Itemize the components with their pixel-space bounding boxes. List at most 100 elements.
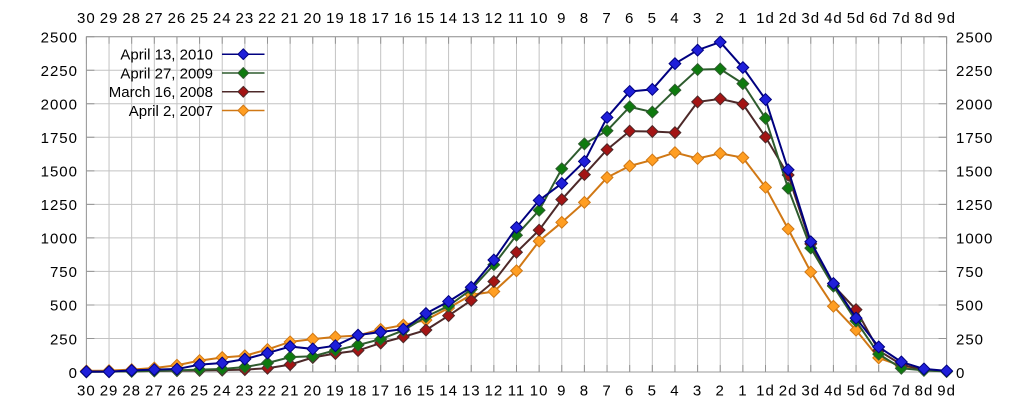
svg-text:8: 8	[580, 10, 589, 27]
svg-text:14: 14	[439, 383, 458, 400]
svg-text:3: 3	[693, 10, 702, 27]
svg-text:29: 29	[100, 10, 119, 27]
svg-text:22: 22	[258, 10, 277, 27]
svg-text:750: 750	[956, 264, 984, 281]
svg-text:18: 18	[349, 383, 368, 400]
svg-text:4: 4	[670, 383, 679, 400]
svg-text:5: 5	[648, 383, 657, 400]
svg-text:9: 9	[557, 383, 566, 400]
svg-text:9d: 9d	[937, 10, 956, 27]
svg-text:2250: 2250	[956, 63, 993, 80]
svg-text:1000: 1000	[956, 231, 993, 248]
svg-text:17: 17	[371, 383, 390, 400]
svg-text:14: 14	[439, 10, 458, 27]
svg-text:3: 3	[693, 383, 702, 400]
svg-text:10: 10	[530, 10, 549, 27]
svg-text:500: 500	[956, 298, 984, 315]
svg-text:19: 19	[326, 10, 345, 27]
svg-text:9: 9	[557, 10, 566, 27]
svg-text:29: 29	[100, 383, 119, 400]
svg-text:2000: 2000	[956, 97, 993, 114]
svg-text:16: 16	[394, 383, 413, 400]
svg-text:3d: 3d	[801, 10, 820, 27]
svg-text:28: 28	[122, 383, 141, 400]
svg-text:7d: 7d	[892, 10, 911, 27]
svg-text:4d: 4d	[824, 383, 843, 400]
svg-text:250: 250	[50, 331, 78, 348]
svg-text:2d: 2d	[779, 10, 798, 27]
svg-text:15: 15	[417, 10, 436, 27]
svg-text:11: 11	[508, 10, 526, 27]
svg-text:2250: 2250	[41, 63, 78, 80]
svg-text:7d: 7d	[892, 383, 911, 400]
svg-text:2: 2	[716, 383, 725, 400]
svg-text:8d: 8d	[915, 383, 934, 400]
svg-text:March 16, 2008: March 16, 2008	[109, 84, 213, 101]
svg-text:1: 1	[738, 383, 747, 400]
svg-text:12: 12	[485, 10, 504, 27]
svg-text:500: 500	[50, 298, 78, 315]
svg-text:2d: 2d	[779, 383, 798, 400]
svg-text:23: 23	[236, 10, 255, 27]
svg-text:1500: 1500	[41, 164, 78, 181]
svg-text:15: 15	[417, 383, 436, 400]
svg-text:13: 13	[462, 383, 481, 400]
svg-text:27: 27	[145, 10, 164, 27]
svg-text:12: 12	[485, 383, 504, 400]
svg-text:5: 5	[648, 10, 657, 27]
svg-text:17: 17	[371, 10, 390, 27]
svg-text:1500: 1500	[956, 164, 993, 181]
svg-text:1750: 1750	[956, 130, 993, 147]
svg-text:5d: 5d	[847, 383, 866, 400]
svg-text:4d: 4d	[824, 10, 843, 27]
svg-text:19: 19	[326, 383, 345, 400]
svg-text:April 27, 2009: April 27, 2009	[120, 65, 213, 82]
svg-text:16: 16	[394, 10, 413, 27]
svg-text:April 2, 2007: April 2, 2007	[129, 103, 213, 120]
svg-text:10: 10	[530, 383, 549, 400]
svg-text:2500: 2500	[41, 30, 78, 47]
svg-text:20: 20	[303, 383, 322, 400]
svg-text:30: 30	[77, 10, 96, 27]
svg-text:1: 1	[738, 10, 747, 27]
svg-text:3d: 3d	[801, 383, 820, 400]
svg-text:6: 6	[625, 10, 634, 27]
svg-text:1d: 1d	[756, 383, 775, 400]
svg-text:6d: 6d	[869, 10, 888, 27]
svg-text:8: 8	[580, 383, 589, 400]
svg-text:18: 18	[349, 10, 368, 27]
svg-text:0: 0	[69, 365, 78, 382]
svg-text:25: 25	[190, 10, 209, 27]
svg-text:6d: 6d	[869, 383, 888, 400]
svg-text:6: 6	[625, 383, 634, 400]
svg-text:2000: 2000	[41, 97, 78, 114]
svg-text:24: 24	[213, 10, 232, 27]
svg-text:30: 30	[77, 383, 96, 400]
svg-text:5d: 5d	[847, 10, 866, 27]
svg-text:2: 2	[716, 10, 725, 27]
svg-text:1250: 1250	[41, 197, 78, 214]
svg-text:750: 750	[50, 264, 78, 281]
svg-text:April 13, 2010: April 13, 2010	[120, 47, 213, 64]
svg-text:1250: 1250	[956, 197, 993, 214]
svg-text:25: 25	[190, 383, 209, 400]
svg-text:27: 27	[145, 383, 164, 400]
svg-text:23: 23	[236, 383, 255, 400]
svg-text:1750: 1750	[41, 130, 78, 147]
svg-text:250: 250	[956, 331, 984, 348]
svg-text:7: 7	[602, 10, 611, 27]
svg-text:21: 21	[281, 383, 300, 400]
svg-text:28: 28	[122, 10, 141, 27]
svg-text:7: 7	[602, 383, 611, 400]
svg-text:20: 20	[303, 10, 322, 27]
svg-text:21: 21	[281, 10, 300, 27]
svg-text:4: 4	[670, 10, 679, 27]
svg-text:8d: 8d	[915, 10, 934, 27]
svg-text:13: 13	[462, 10, 481, 27]
svg-text:9d: 9d	[937, 383, 956, 400]
svg-text:26: 26	[168, 383, 187, 400]
svg-text:26: 26	[168, 10, 187, 27]
svg-text:24: 24	[213, 383, 232, 400]
svg-text:11: 11	[508, 383, 526, 400]
svg-text:0: 0	[956, 365, 965, 382]
